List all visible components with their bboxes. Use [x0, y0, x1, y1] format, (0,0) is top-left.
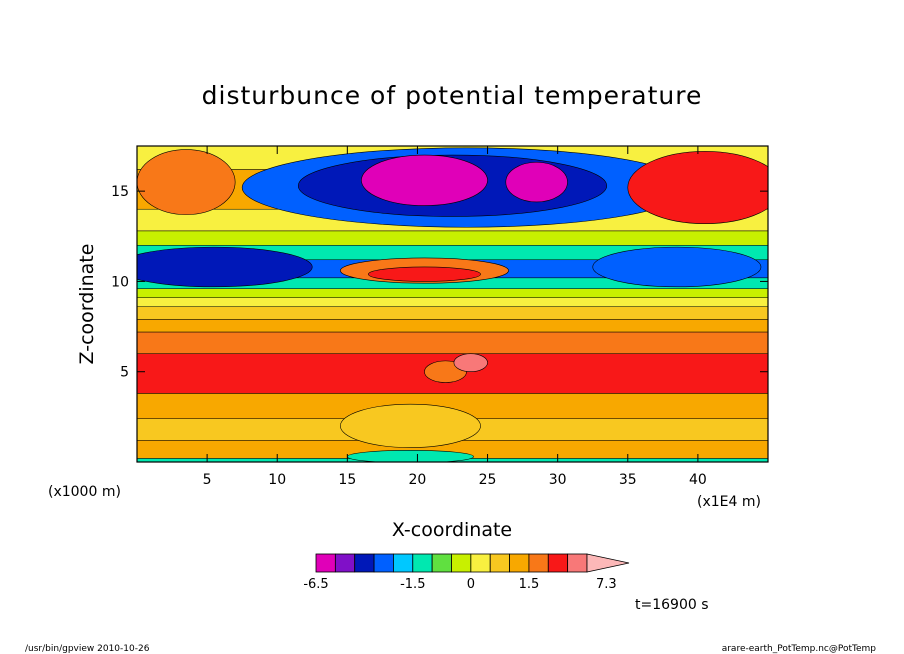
colorbar-box — [547, 553, 569, 573]
field-feature-10 — [340, 403, 481, 448]
field-feature-2 — [361, 154, 488, 206]
colorbar-box — [354, 553, 375, 573]
y-tick-label: 5 — [120, 365, 129, 381]
colorbar-box — [431, 553, 452, 573]
field-feature-6 — [137, 246, 313, 288]
field-band-9 — [137, 288, 768, 298]
y-axis: 5 10 15 — [111, 184, 768, 381]
y-tick-label: 10 — [111, 274, 129, 290]
x-tick-label: 25 — [479, 472, 497, 488]
field-band-4 — [137, 353, 768, 394]
field-feature-13 — [453, 353, 488, 373]
colorbar: -6.5 -1.5 0 1.5 7.3 — [303, 553, 630, 592]
colorbar-box — [393, 553, 414, 573]
colorbar-box — [509, 553, 530, 573]
field-feature-9 — [368, 266, 481, 282]
colorbar-tick-label: 1.5 — [519, 577, 540, 592]
colorbar-tick-label: -1.5 — [400, 577, 425, 592]
field-band-13 — [137, 230, 768, 246]
x-tick-label: 20 — [409, 472, 427, 488]
y-tick-label: 15 — [111, 184, 129, 200]
field-feature-7 — [592, 246, 762, 288]
colorbar-box — [451, 553, 472, 573]
colorbar-tick-label: -6.5 — [303, 577, 328, 592]
time-label: t=16900 s — [635, 597, 709, 613]
chart-title: disturbunce of potential temperature — [202, 81, 703, 110]
plot-frame — [136, 145, 769, 463]
x-axis: 5 10 15 20 25 30 35 40 — [203, 146, 707, 488]
x-tick-label: 5 — [203, 472, 212, 488]
x-unit-label: (x1E4 m) — [697, 494, 761, 510]
colorbar-box — [412, 553, 433, 573]
contour-field — [137, 146, 768, 462]
colorbar-arrow — [586, 553, 630, 573]
field-band-7 — [137, 306, 768, 320]
field-feature-5 — [137, 149, 236, 215]
colorbar-box — [334, 553, 356, 573]
x-tick-label: 30 — [549, 472, 567, 488]
x-axis-title: X-coordinate — [392, 519, 512, 541]
y-axis-title: Z-coordinate — [76, 244, 98, 365]
x-tick-label: 10 — [268, 472, 286, 488]
field-feature-3 — [505, 161, 568, 203]
colorbar-box — [528, 553, 549, 573]
field-band-5 — [137, 331, 768, 354]
field-feature-4 — [627, 151, 768, 224]
colorbar-box — [489, 553, 510, 573]
x-tick-label: 15 — [338, 472, 356, 488]
y-unit-label: (x1000 m) — [48, 484, 121, 500]
plot-area: 5 10 15 20 25 30 35 40 5 10 15 — [111, 145, 769, 488]
footer-left: /usr/bin/gpview 2010-10-26 — [25, 644, 150, 654]
footer-right: arare-earth_PotTemp.nc@PotTemp — [722, 644, 877, 654]
colorbar-box — [567, 553, 588, 573]
field-band-8 — [137, 297, 768, 307]
colorbar-box — [373, 553, 394, 573]
x-tick-label: 40 — [689, 472, 707, 488]
colorbar-box — [315, 553, 336, 573]
field-band-6 — [137, 319, 768, 333]
colorbar-tick-label: 0 — [467, 577, 475, 592]
colorbar-box — [470, 553, 491, 573]
field-feature-11 — [347, 449, 474, 462]
colorbar-tick-label: 7.3 — [596, 577, 617, 592]
x-tick-label: 35 — [619, 472, 637, 488]
